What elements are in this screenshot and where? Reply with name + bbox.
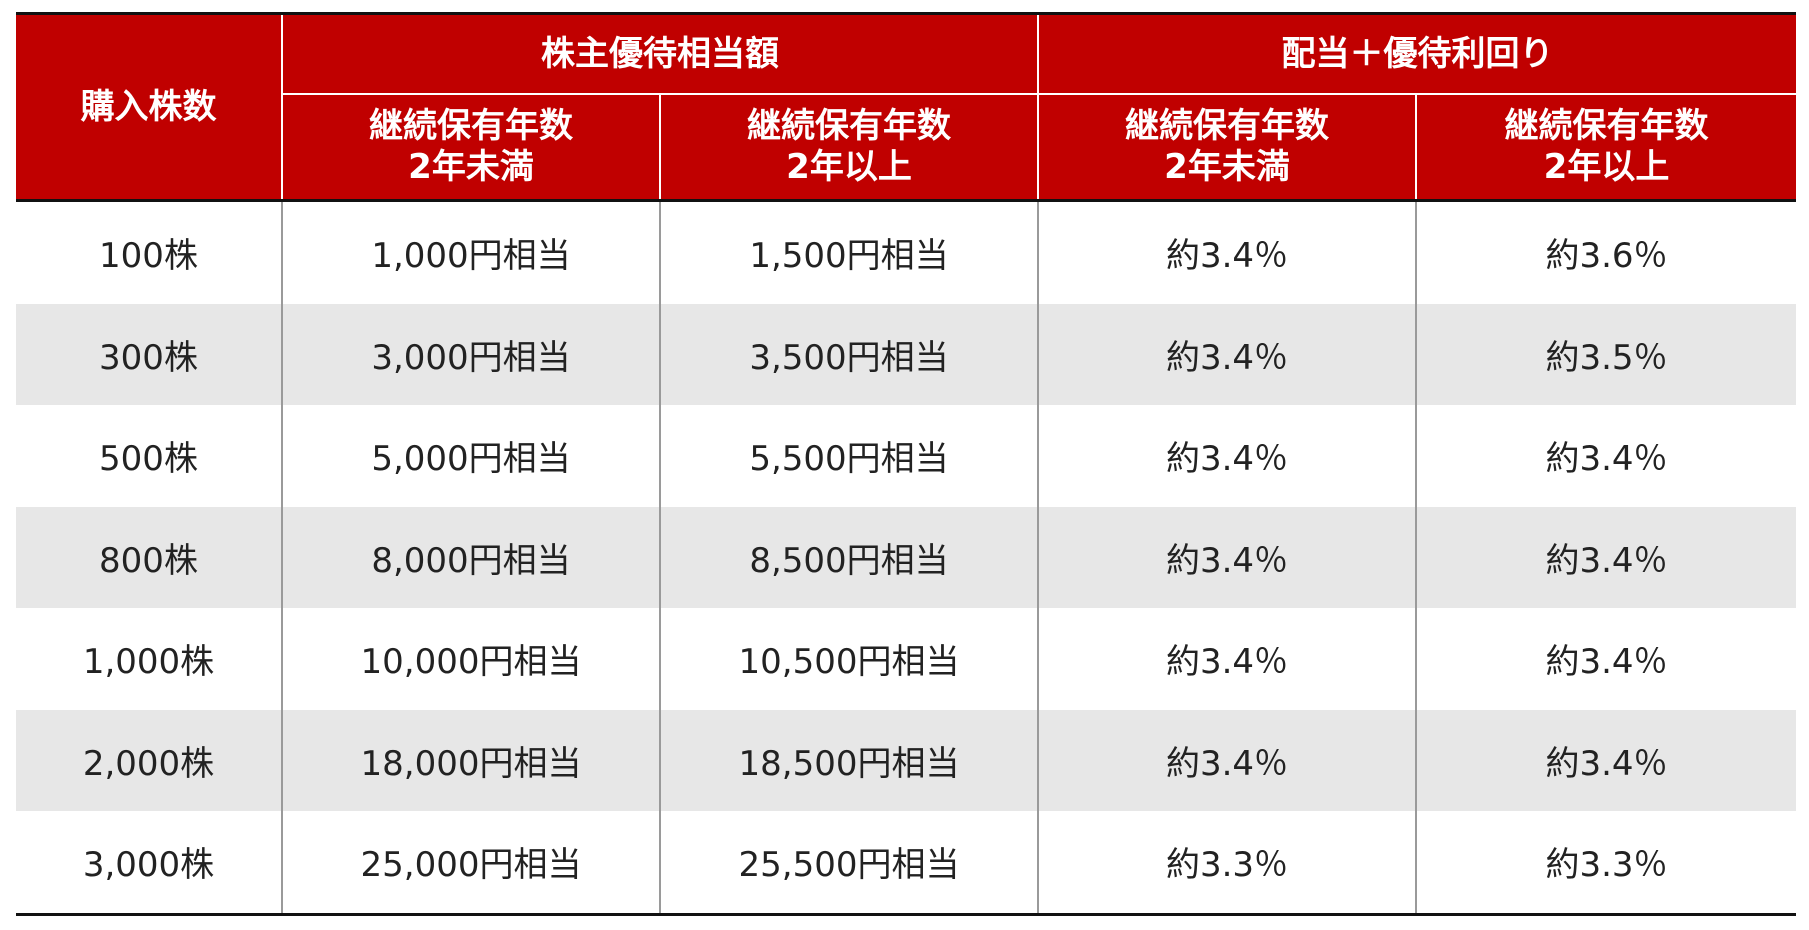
table-row: 1,000株 10,000円相当 10,500円相当 約3.4％ 約3.4％ <box>16 608 1796 710</box>
yield-over2-cell: 約3.4％ <box>1415 506 1796 608</box>
table-header: 購入株数 株主優待相当額 配当＋優待利回り 継続保有年数 2年未満 継続保有年数… <box>16 12 1796 202</box>
benefit-over2-cell: 18,500円相当 <box>659 709 1038 811</box>
benefit-under2-cell: 10,000円相当 <box>281 608 660 710</box>
shareholder-benefit-table: 購入株数 株主優待相当額 配当＋優待利回り 継続保有年数 2年未満 継続保有年数… <box>16 12 1796 916</box>
benefit-under2-cell: 25,000円相当 <box>281 811 660 916</box>
benefit-under2-cell: 5,000円相当 <box>281 405 660 507</box>
benefit-over2-header-line2: 2年以上 <box>786 147 912 187</box>
benefit-under2-cell: 3,000円相当 <box>281 303 660 405</box>
shares-cell: 1,000株 <box>16 608 282 710</box>
yield-over2-cell: 約3.4％ <box>1415 709 1796 811</box>
benefit-under2-header-line2: 2年未満 <box>408 147 534 187</box>
benefit-group-header: 株主優待相当額 <box>281 12 1038 95</box>
shares-cell: 2,000株 <box>16 709 282 811</box>
yield-over2-cell: 約3.4％ <box>1415 405 1796 507</box>
yield-over2-cell: 約3.5％ <box>1415 303 1796 405</box>
benefit-under2-cell: 1,000円相当 <box>281 200 660 304</box>
benefit-over2-header-line1: 継続保有年数 <box>747 106 951 147</box>
benefit-over2-cell: 25,500円相当 <box>659 811 1038 916</box>
table-row: 300株 3,000円相当 3,500円相当 約3.4％ 約3.5％ <box>16 303 1796 405</box>
yield-over2-cell: 約3.6％ <box>1415 200 1796 304</box>
yield-under2-cell: 約3.4％ <box>1037 709 1416 811</box>
shares-cell: 100株 <box>16 200 282 304</box>
yield-group-header: 配当＋優待利回り <box>1037 12 1796 95</box>
shares-cell: 500株 <box>16 405 282 507</box>
yield-over2-cell: 約3.3％ <box>1415 811 1796 916</box>
shares-cell: 3,000株 <box>16 811 282 916</box>
yield-under2-cell: 約3.4％ <box>1037 200 1416 304</box>
benefit-over2-cell: 3,500円相当 <box>659 303 1038 405</box>
table-row: 2,000株 18,000円相当 18,500円相当 約3.4％ 約3.4％ <box>16 709 1796 811</box>
yield-under2-cell: 約3.4％ <box>1037 405 1416 507</box>
shares-column-header: 購入株数 <box>16 12 282 202</box>
yield-over2-cell: 約3.4％ <box>1415 608 1796 710</box>
yield-under2-cell: 約3.3％ <box>1037 811 1416 916</box>
yield-under2-header: 継続保有年数 2年未満 <box>1037 94 1416 202</box>
yield-over2-header-line1: 継続保有年数 <box>1504 106 1709 147</box>
shares-cell: 300株 <box>16 303 282 405</box>
yield-under2-cell: 約3.4％ <box>1037 608 1416 710</box>
benefit-over2-cell: 1,500円相当 <box>659 200 1038 304</box>
table-row: 3,000株 25,000円相当 25,500円相当 約3.3％ 約3.3％ <box>16 811 1796 916</box>
yield-over2-header: 継続保有年数 2年以上 <box>1415 94 1796 202</box>
yield-under2-cell: 約3.4％ <box>1037 303 1416 405</box>
shares-cell: 800株 <box>16 506 282 608</box>
yield-over2-header-line2: 2年以上 <box>1543 147 1670 187</box>
benefit-over2-header: 継続保有年数 2年以上 <box>659 94 1038 202</box>
yield-under2-header-line1: 継続保有年数 <box>1125 106 1329 147</box>
table-row: 500株 5,000円相当 5,500円相当 約3.4％ 約3.4％ <box>16 405 1796 507</box>
table-row: 800株 8,000円相当 8,500円相当 約3.4％ 約3.4％ <box>16 506 1796 608</box>
benefit-over2-cell: 5,500円相当 <box>659 405 1038 507</box>
yield-under2-cell: 約3.4％ <box>1037 506 1416 608</box>
table-body: 100株 1,000円相当 1,500円相当 約3.4％ 約3.6％ 300株 … <box>16 200 1796 916</box>
yield-under2-header-line2: 2年未満 <box>1164 147 1290 187</box>
benefit-under2-header-line1: 継続保有年数 <box>369 106 573 147</box>
benefit-under2-cell: 18,000円相当 <box>281 709 660 811</box>
benefit-under2-cell: 8,000円相当 <box>281 506 660 608</box>
benefit-over2-cell: 10,500円相当 <box>659 608 1038 710</box>
benefit-over2-cell: 8,500円相当 <box>659 506 1038 608</box>
table-row: 100株 1,000円相当 1,500円相当 約3.4％ 約3.6％ <box>16 200 1796 304</box>
benefit-under2-header: 継続保有年数 2年未満 <box>281 94 660 202</box>
